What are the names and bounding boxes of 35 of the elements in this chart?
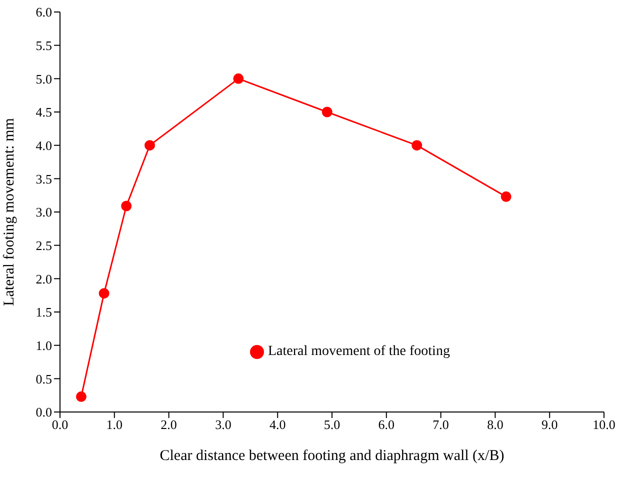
x-tick-label: 5.0 — [324, 417, 340, 432]
y-tick-label: 5.5 — [36, 38, 52, 53]
legend-label: Lateral movement of the footing — [268, 344, 450, 359]
point — [76, 391, 86, 402]
y-tick-label: 1.0 — [36, 338, 52, 353]
y-tick-label: 6.0 — [36, 4, 52, 20]
x-tick-label: 4.0 — [269, 417, 286, 432]
point — [144, 140, 156, 151]
point — [98, 288, 110, 299]
y-tick-label: 3.0 — [36, 204, 52, 220]
point — [500, 191, 512, 202]
x-tick-label: 3.0 — [215, 417, 232, 432]
x-tick-label: 7.0 — [432, 417, 449, 432]
y-tick-label: 0.0 — [36, 404, 52, 420]
x-tick-label: 2.0 — [160, 417, 177, 432]
x-axis-title: Clear distance between footing and diaphragm wall (x/B) — [160, 448, 504, 464]
y-tick-label: 4.5 — [36, 104, 52, 120]
point — [233, 73, 244, 84]
x-tick-label: 0.0 — [52, 417, 68, 432]
y-tick-label: 2.0 — [36, 271, 52, 286]
x-tick-label: 9.0 — [541, 417, 558, 432]
y-tick-label: 3.5 — [36, 171, 52, 186]
point — [322, 106, 332, 118]
y-tick-label: 5.0 — [36, 71, 52, 86]
y-tick-label: 0.5 — [36, 371, 52, 386]
y-tick-label: 4.0 — [36, 138, 52, 153]
y-tick-label: 1.5 — [36, 304, 52, 320]
x-tick-label: 10.0 — [592, 417, 616, 432]
y-tick-label: 2.5 — [36, 238, 52, 253]
x-tick-label: 8.0 — [487, 417, 504, 432]
point — [412, 140, 422, 151]
x-tick-label: 1.0 — [106, 417, 123, 432]
point — [121, 200, 132, 212]
y-axis-title: Lateral footing movement: mm — [1, 118, 18, 306]
x-tick-label: 6.0 — [378, 417, 395, 432]
